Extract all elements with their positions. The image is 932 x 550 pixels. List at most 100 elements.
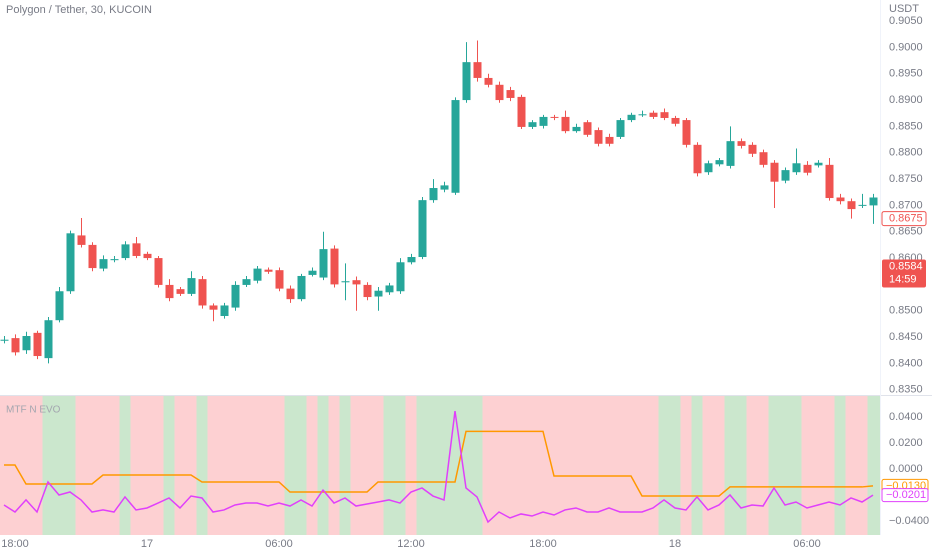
y-tick-label: 0.0400 — [889, 411, 923, 423]
signal-band — [251, 396, 263, 535]
countdown-price: 0.8584 — [889, 260, 923, 272]
signal-band — [768, 396, 780, 535]
candle-body — [759, 152, 768, 165]
y-tick-label: 0.8450 — [889, 331, 923, 343]
signal-band — [680, 396, 692, 535]
candle-body — [671, 117, 680, 124]
signal-band — [867, 396, 880, 535]
indicator-line — [3, 410, 874, 524]
signal-band — [383, 396, 395, 535]
signal-band — [108, 396, 120, 535]
candle-body — [418, 200, 427, 258]
candle-body — [781, 170, 790, 181]
signal-band — [295, 396, 307, 535]
signal-band — [691, 396, 703, 535]
signal-band — [779, 396, 791, 535]
candle-body — [99, 259, 108, 269]
y-tick-label: 0.9000 — [889, 41, 923, 53]
y-tick-label: 0.0000 — [889, 463, 923, 475]
candle-body — [550, 116, 559, 118]
countdown-time: 14:59 — [889, 273, 917, 285]
candle-body — [825, 164, 834, 199]
y-tick-label: 0.8950 — [889, 68, 923, 80]
signal-band — [339, 396, 351, 535]
candle-body — [330, 248, 339, 285]
candle-body — [660, 112, 669, 118]
candle-body — [143, 253, 152, 259]
signal-band — [603, 396, 615, 535]
signal-band — [317, 396, 329, 535]
candle-body — [495, 84, 504, 101]
signal-band — [757, 396, 769, 535]
x-tick-label: 18:00 — [1, 538, 29, 550]
signal-band — [75, 396, 87, 535]
last-price-box — [881, 211, 927, 227]
x-tick-label: 18 — [669, 538, 681, 550]
signal-band — [207, 396, 219, 535]
candle-body — [627, 114, 636, 121]
signal-band — [823, 396, 835, 535]
candle-body — [176, 289, 185, 294]
candle-body — [275, 270, 284, 289]
candle-body — [352, 280, 361, 285]
candle-body — [253, 268, 262, 281]
signal-band — [438, 396, 450, 535]
signal-band — [130, 396, 142, 535]
x-tick-label: 12:00 — [397, 538, 425, 550]
candle-body — [484, 77, 493, 85]
signal-band — [350, 396, 362, 535]
indicator-title: MTF N EVO — [6, 405, 61, 416]
x-tick-label: 06:00 — [265, 538, 293, 550]
signal-band — [658, 396, 670, 535]
candle-body — [693, 144, 702, 174]
signal-band — [174, 396, 186, 535]
signal-band — [405, 396, 417, 535]
signal-band — [284, 396, 296, 535]
candle-body — [737, 141, 746, 146]
candle-body — [385, 285, 394, 293]
signal-band — [845, 396, 857, 535]
y-tick-label: 0.8750 — [889, 173, 923, 185]
signal-band — [669, 396, 681, 535]
candle-body — [715, 160, 724, 165]
signal-band — [97, 396, 109, 535]
signal-band — [152, 396, 164, 535]
candle-body — [814, 162, 823, 166]
signal-band — [801, 396, 813, 535]
y-tick-label: 0.8500 — [889, 305, 923, 317]
candle-body — [242, 279, 251, 285]
last-price-label: 0.8675 — [889, 212, 923, 224]
signal-band — [746, 396, 758, 535]
currency: USDT — [889, 3, 919, 15]
signal-band — [31, 396, 43, 535]
y-tick-label: −0.0400 — [889, 515, 929, 527]
signal-band — [86, 396, 98, 535]
last-value-box — [881, 488, 929, 503]
candle-body — [264, 269, 273, 272]
candle-body — [572, 126, 581, 132]
signal-band — [493, 396, 505, 535]
signal-band — [64, 396, 76, 535]
x-tick-label: 06:00 — [793, 538, 821, 550]
x-tick-label: 18:00 — [529, 538, 557, 550]
signal-band — [537, 396, 549, 535]
candle-body — [0, 339, 9, 341]
signal-band — [42, 396, 54, 535]
candle-body — [770, 162, 779, 182]
y-tick-label: 0.8650 — [889, 226, 923, 238]
candle-body — [198, 279, 207, 306]
signal-band — [713, 396, 725, 535]
candle-body — [583, 122, 592, 135]
candle-body — [517, 96, 526, 127]
candle-body — [792, 163, 801, 173]
signal-band — [482, 396, 494, 535]
candle-body — [473, 62, 482, 78]
candle-body — [220, 305, 229, 316]
candle-body — [429, 188, 438, 201]
last-value-label: −0.0201 — [886, 489, 926, 501]
candle-body — [440, 185, 449, 190]
candle-body — [286, 288, 295, 300]
candle-body — [88, 244, 97, 269]
signal-band — [240, 396, 252, 535]
